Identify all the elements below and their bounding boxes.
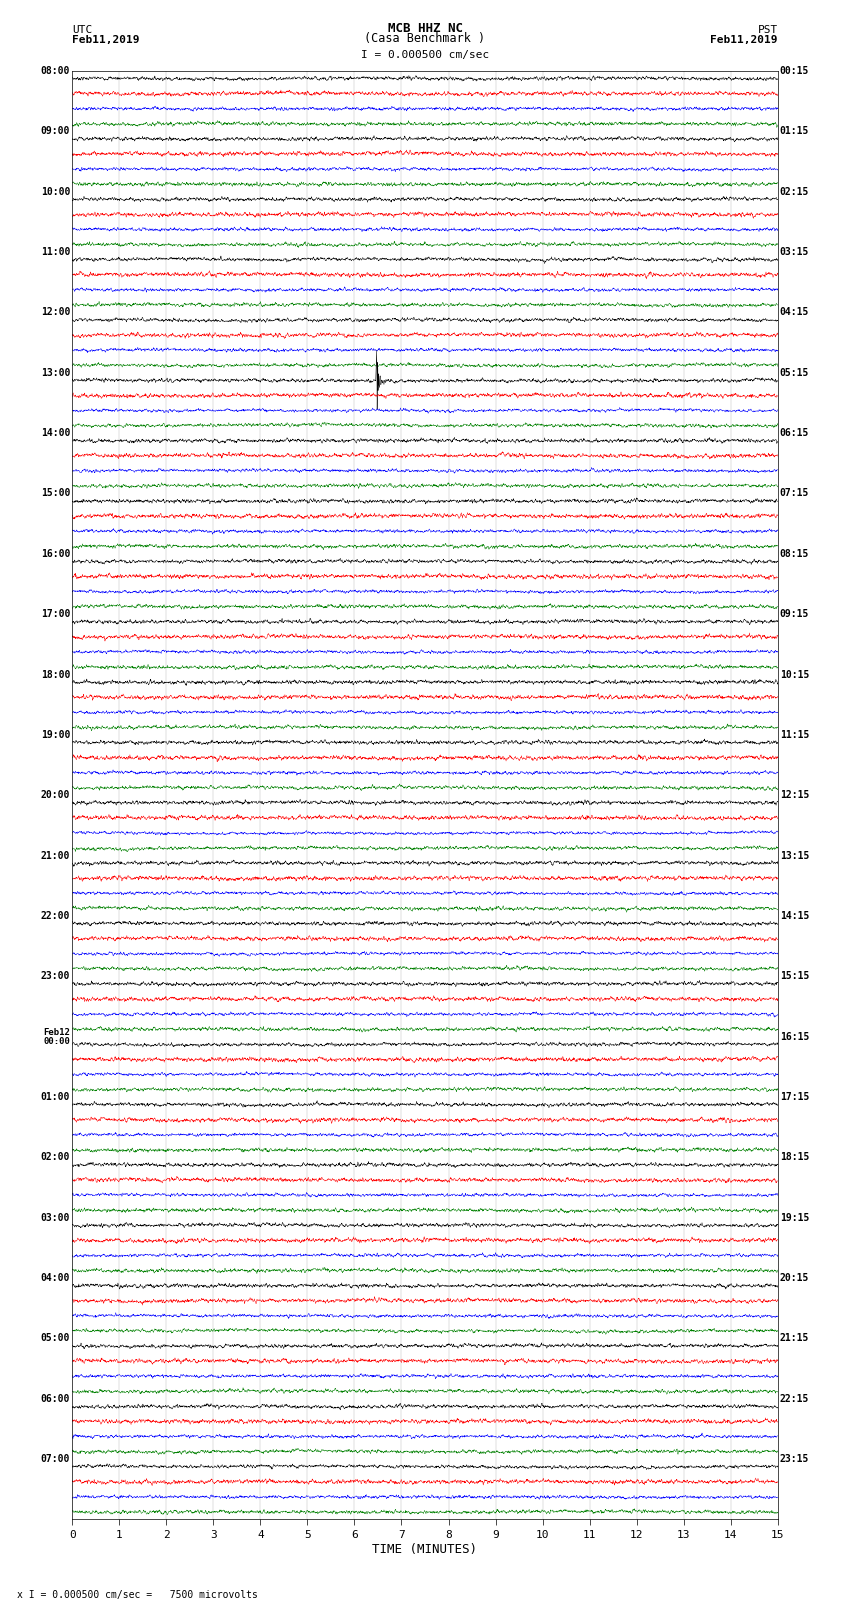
Text: 06:00: 06:00	[41, 1394, 71, 1403]
Text: 01:00: 01:00	[41, 1092, 71, 1102]
Text: 22:00: 22:00	[41, 911, 71, 921]
Text: 15:00: 15:00	[41, 489, 71, 498]
Text: 02:15: 02:15	[779, 187, 809, 197]
Text: 08:15: 08:15	[779, 548, 809, 558]
Text: 21:00: 21:00	[41, 850, 71, 861]
Text: Feb12: Feb12	[43, 1027, 71, 1037]
Text: I = 0.000500 cm/sec: I = 0.000500 cm/sec	[361, 50, 489, 60]
Text: 09:00: 09:00	[41, 126, 71, 137]
Text: 23:00: 23:00	[41, 971, 71, 981]
Text: MCB HHZ NC: MCB HHZ NC	[388, 21, 462, 35]
Text: 15:15: 15:15	[779, 971, 809, 981]
Text: 18:15: 18:15	[779, 1152, 809, 1163]
Text: PST: PST	[757, 24, 778, 35]
Text: 12:00: 12:00	[41, 308, 71, 318]
Text: 17:15: 17:15	[779, 1092, 809, 1102]
Text: 19:15: 19:15	[779, 1213, 809, 1223]
Text: 12:15: 12:15	[779, 790, 809, 800]
Text: 01:15: 01:15	[779, 126, 809, 137]
Text: 16:15: 16:15	[779, 1032, 809, 1042]
X-axis label: TIME (MINUTES): TIME (MINUTES)	[372, 1542, 478, 1555]
Text: 05:15: 05:15	[779, 368, 809, 377]
Text: 17:00: 17:00	[41, 610, 71, 619]
Text: 00:15: 00:15	[779, 66, 809, 76]
Text: 03:15: 03:15	[779, 247, 809, 256]
Text: 11:00: 11:00	[41, 247, 71, 256]
Text: 03:00: 03:00	[41, 1213, 71, 1223]
Text: 22:15: 22:15	[779, 1394, 809, 1403]
Text: 08:00: 08:00	[41, 66, 71, 76]
Text: 09:15: 09:15	[779, 610, 809, 619]
Text: 07:00: 07:00	[41, 1453, 71, 1465]
Text: 07:15: 07:15	[779, 489, 809, 498]
Text: UTC: UTC	[72, 24, 93, 35]
Text: 10:15: 10:15	[779, 669, 809, 679]
Text: 16:00: 16:00	[41, 548, 71, 558]
Text: 11:15: 11:15	[779, 729, 809, 740]
Text: 14:00: 14:00	[41, 427, 71, 439]
Text: 19:00: 19:00	[41, 729, 71, 740]
Text: 18:00: 18:00	[41, 669, 71, 679]
Text: 06:15: 06:15	[779, 427, 809, 439]
Text: 05:00: 05:00	[41, 1334, 71, 1344]
Text: 04:00: 04:00	[41, 1273, 71, 1282]
Text: x I = 0.000500 cm/sec =   7500 microvolts: x I = 0.000500 cm/sec = 7500 microvolts	[17, 1590, 258, 1600]
Text: 21:15: 21:15	[779, 1334, 809, 1344]
Text: 10:00: 10:00	[41, 187, 71, 197]
Text: 23:15: 23:15	[779, 1453, 809, 1465]
Text: 20:00: 20:00	[41, 790, 71, 800]
Text: 20:15: 20:15	[779, 1273, 809, 1282]
Text: 02:00: 02:00	[41, 1152, 71, 1163]
Text: Feb11,2019: Feb11,2019	[72, 35, 139, 45]
Text: Feb11,2019: Feb11,2019	[711, 35, 778, 45]
Text: (Casa Benchmark ): (Casa Benchmark )	[365, 32, 485, 45]
Text: 14:15: 14:15	[779, 911, 809, 921]
Text: 13:00: 13:00	[41, 368, 71, 377]
Text: 04:15: 04:15	[779, 308, 809, 318]
Text: 13:15: 13:15	[779, 850, 809, 861]
Text: 00:00: 00:00	[43, 1037, 71, 1045]
